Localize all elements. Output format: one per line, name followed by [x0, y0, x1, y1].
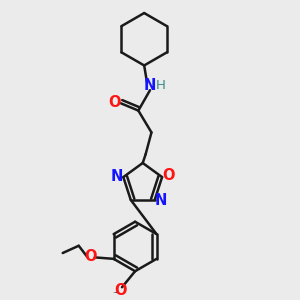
- Text: O: O: [84, 249, 97, 264]
- Text: N: N: [144, 78, 156, 93]
- Text: N: N: [111, 169, 123, 184]
- Text: O: O: [108, 95, 121, 110]
- Text: O: O: [162, 168, 175, 183]
- Text: N: N: [155, 193, 167, 208]
- Text: O: O: [114, 283, 127, 298]
- Text: H: H: [156, 79, 166, 92]
